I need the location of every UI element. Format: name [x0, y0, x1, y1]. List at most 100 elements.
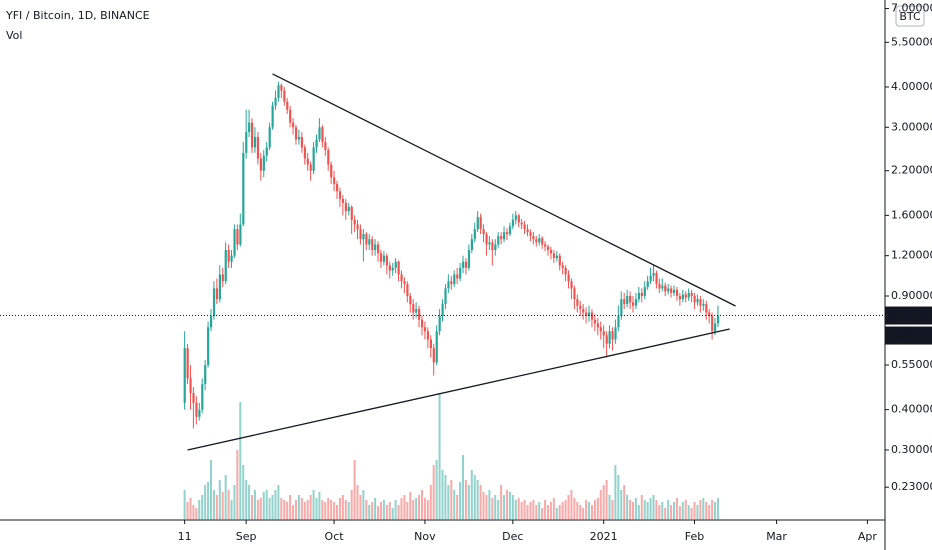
candle-body [716, 315, 720, 324]
candle-body [204, 365, 207, 385]
candle-body [444, 288, 447, 305]
volume-bar [338, 498, 341, 520]
volume-bar [482, 492, 485, 520]
candle-body [230, 255, 233, 262]
candle-body [579, 305, 582, 310]
candle-body [289, 109, 292, 123]
volume-bar [441, 470, 444, 520]
volume-bar [347, 502, 350, 520]
candle-body [265, 147, 268, 156]
volume-bar [538, 502, 541, 520]
last-price-box [885, 306, 932, 325]
volume-bar [596, 498, 599, 520]
volume-bar [617, 475, 620, 520]
trendline [272, 73, 736, 307]
volume-bar [611, 500, 614, 520]
volume-bar [546, 505, 549, 520]
candle-body [306, 158, 309, 165]
volume-bar [491, 498, 494, 520]
volume-bar [549, 502, 552, 520]
volume-bar [303, 502, 306, 520]
candle-body [415, 309, 418, 313]
volume-bar [462, 455, 465, 520]
candle-body [362, 234, 365, 240]
candle-body [374, 244, 377, 250]
volume-bar [371, 502, 374, 520]
candle-body [268, 127, 271, 148]
candle-body [611, 331, 614, 340]
candle-body [245, 132, 248, 153]
candle-body [526, 229, 529, 233]
candle-body [467, 249, 471, 268]
volume-bar [520, 502, 523, 520]
volume-bar [526, 505, 529, 520]
volume-bar [570, 490, 573, 520]
volume-bar [192, 505, 195, 520]
volume-bar [459, 482, 462, 520]
candle-body [423, 327, 427, 332]
candle-body [420, 319, 424, 328]
volume-bar [262, 492, 265, 520]
volume-bar [324, 502, 327, 520]
candle-body [514, 215, 517, 220]
candle-body [450, 281, 453, 285]
volume-bar [646, 502, 649, 520]
candle-body [350, 206, 353, 220]
candle-body [192, 393, 195, 403]
y-tick-label: 0.23000 [891, 480, 932, 493]
candle-body [646, 281, 649, 287]
candle-body [655, 273, 658, 285]
candle-body [690, 292, 693, 297]
candle-body [309, 164, 312, 171]
candle-body [318, 127, 321, 140]
volume-bar [297, 495, 300, 520]
candle-body [224, 249, 227, 282]
candle-body [529, 232, 532, 237]
candle-body [535, 239, 538, 243]
volume-bar [652, 495, 655, 520]
candle-body [212, 288, 216, 317]
y-tick-label: 1.20000 [891, 249, 932, 262]
candle-body [418, 309, 421, 320]
volume-bar [593, 500, 596, 520]
x-tick-label: Feb [685, 530, 704, 543]
candle-body [699, 299, 702, 306]
y-tick-label: 5.50000 [891, 35, 932, 48]
candle-body [294, 127, 298, 140]
candle-body [626, 296, 629, 305]
volume-bar [406, 502, 409, 520]
candle-body [283, 90, 286, 102]
candle-body [670, 288, 673, 293]
volume-bar [564, 500, 567, 520]
volume-bar [353, 460, 356, 520]
trendline [187, 328, 730, 451]
volume-bar [426, 500, 429, 520]
volume-bar [684, 500, 687, 520]
candle-body [631, 302, 635, 306]
volume-bar [253, 490, 256, 520]
volume-bar [655, 500, 658, 520]
volume-bar [379, 502, 382, 520]
candle-body [341, 198, 345, 203]
candle-body [453, 274, 456, 285]
candle-body [573, 288, 576, 300]
candle-body [233, 229, 236, 256]
candle-body [242, 152, 245, 225]
candle-body [634, 299, 638, 306]
volume-bar [693, 502, 696, 520]
volume-bar [702, 498, 705, 520]
candle-body [658, 284, 661, 289]
volume-bar [614, 465, 617, 520]
candle-body [640, 292, 643, 297]
candle-body [552, 253, 556, 259]
candle-body [479, 217, 482, 230]
volume-bar [212, 490, 215, 520]
candle-body [652, 273, 655, 276]
volume-bar [708, 505, 711, 520]
candle-body [485, 234, 488, 245]
candle-body [336, 184, 339, 192]
volume-bar [432, 465, 435, 520]
volume-bar [280, 498, 283, 520]
volume-bar [230, 500, 233, 520]
currency-label: BTC [899, 10, 921, 23]
